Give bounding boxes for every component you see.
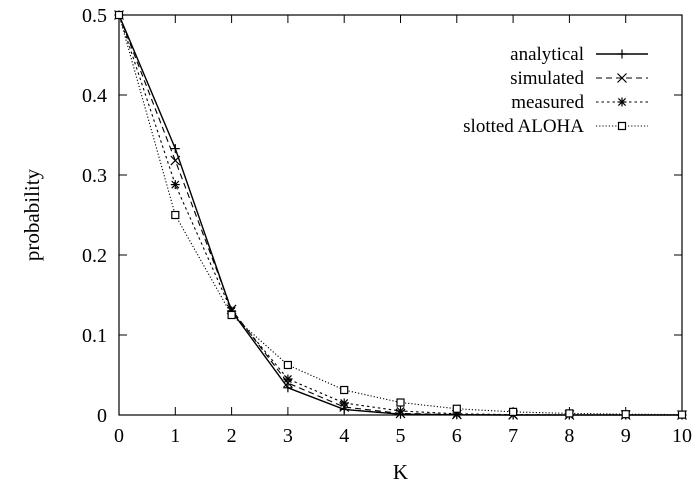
legend-label: analytical bbox=[510, 44, 584, 65]
data-point bbox=[339, 398, 349, 408]
data-point bbox=[170, 144, 180, 154]
data-point bbox=[396, 398, 405, 407]
y-tick-label: 0.2 bbox=[82, 245, 107, 267]
x-axis-label: K bbox=[393, 460, 408, 484]
data-point bbox=[171, 210, 180, 220]
data-point bbox=[170, 180, 180, 190]
series-line-4 bbox=[118, 14, 683, 416]
x-tick-label: 3 bbox=[283, 425, 293, 447]
legend-label: measured bbox=[511, 92, 584, 113]
data-point bbox=[170, 155, 181, 166]
data-point bbox=[452, 404, 461, 413]
data-point bbox=[227, 310, 236, 320]
y-tick-label: 0 bbox=[97, 405, 107, 427]
series-line-1 bbox=[118, 14, 682, 416]
y-axis-label: probability bbox=[20, 168, 44, 261]
x-tick-label: 5 bbox=[396, 425, 406, 447]
y-tick-label: 0.3 bbox=[82, 165, 107, 187]
data-point bbox=[509, 407, 518, 416]
x-tick-label: 1 bbox=[170, 425, 180, 447]
legend-marker bbox=[617, 49, 627, 59]
legend-label: slotted ALOHA bbox=[463, 116, 584, 137]
y-tick-label: 0.1 bbox=[82, 325, 107, 347]
y-tick-label: 0.4 bbox=[82, 85, 107, 107]
y-tick-label: 0.5 bbox=[82, 5, 107, 27]
legend: analytical simulated measured slotted ALOHA bbox=[463, 44, 648, 137]
x-tick-label: 9 bbox=[621, 425, 631, 447]
x-tick-label: 6 bbox=[452, 425, 462, 447]
data-point bbox=[283, 383, 293, 393]
data-point bbox=[114, 10, 124, 20]
legend-label: simulated bbox=[510, 68, 584, 89]
x-tick-label: 8 bbox=[564, 425, 574, 447]
data-point bbox=[283, 360, 292, 370]
legend-marker bbox=[617, 97, 627, 107]
data-point bbox=[340, 385, 349, 395]
data-point bbox=[621, 410, 630, 419]
series-line-3 bbox=[118, 14, 682, 416]
x-tick-label: 2 bbox=[227, 425, 237, 447]
x-tick-label: 4 bbox=[339, 425, 349, 447]
legend-marker bbox=[617, 73, 627, 83]
data-point bbox=[565, 409, 574, 418]
x-tick-label: 0 bbox=[114, 425, 124, 447]
plot-frame bbox=[118, 14, 683, 416]
series-line-2 bbox=[118, 14, 682, 416]
x-tick-label: 7 bbox=[508, 425, 518, 447]
x-tick-label: 10 bbox=[672, 425, 692, 447]
data-point bbox=[677, 410, 687, 419]
data-point bbox=[396, 406, 405, 416]
legend-marker bbox=[617, 121, 627, 131]
data-point bbox=[283, 374, 293, 384]
